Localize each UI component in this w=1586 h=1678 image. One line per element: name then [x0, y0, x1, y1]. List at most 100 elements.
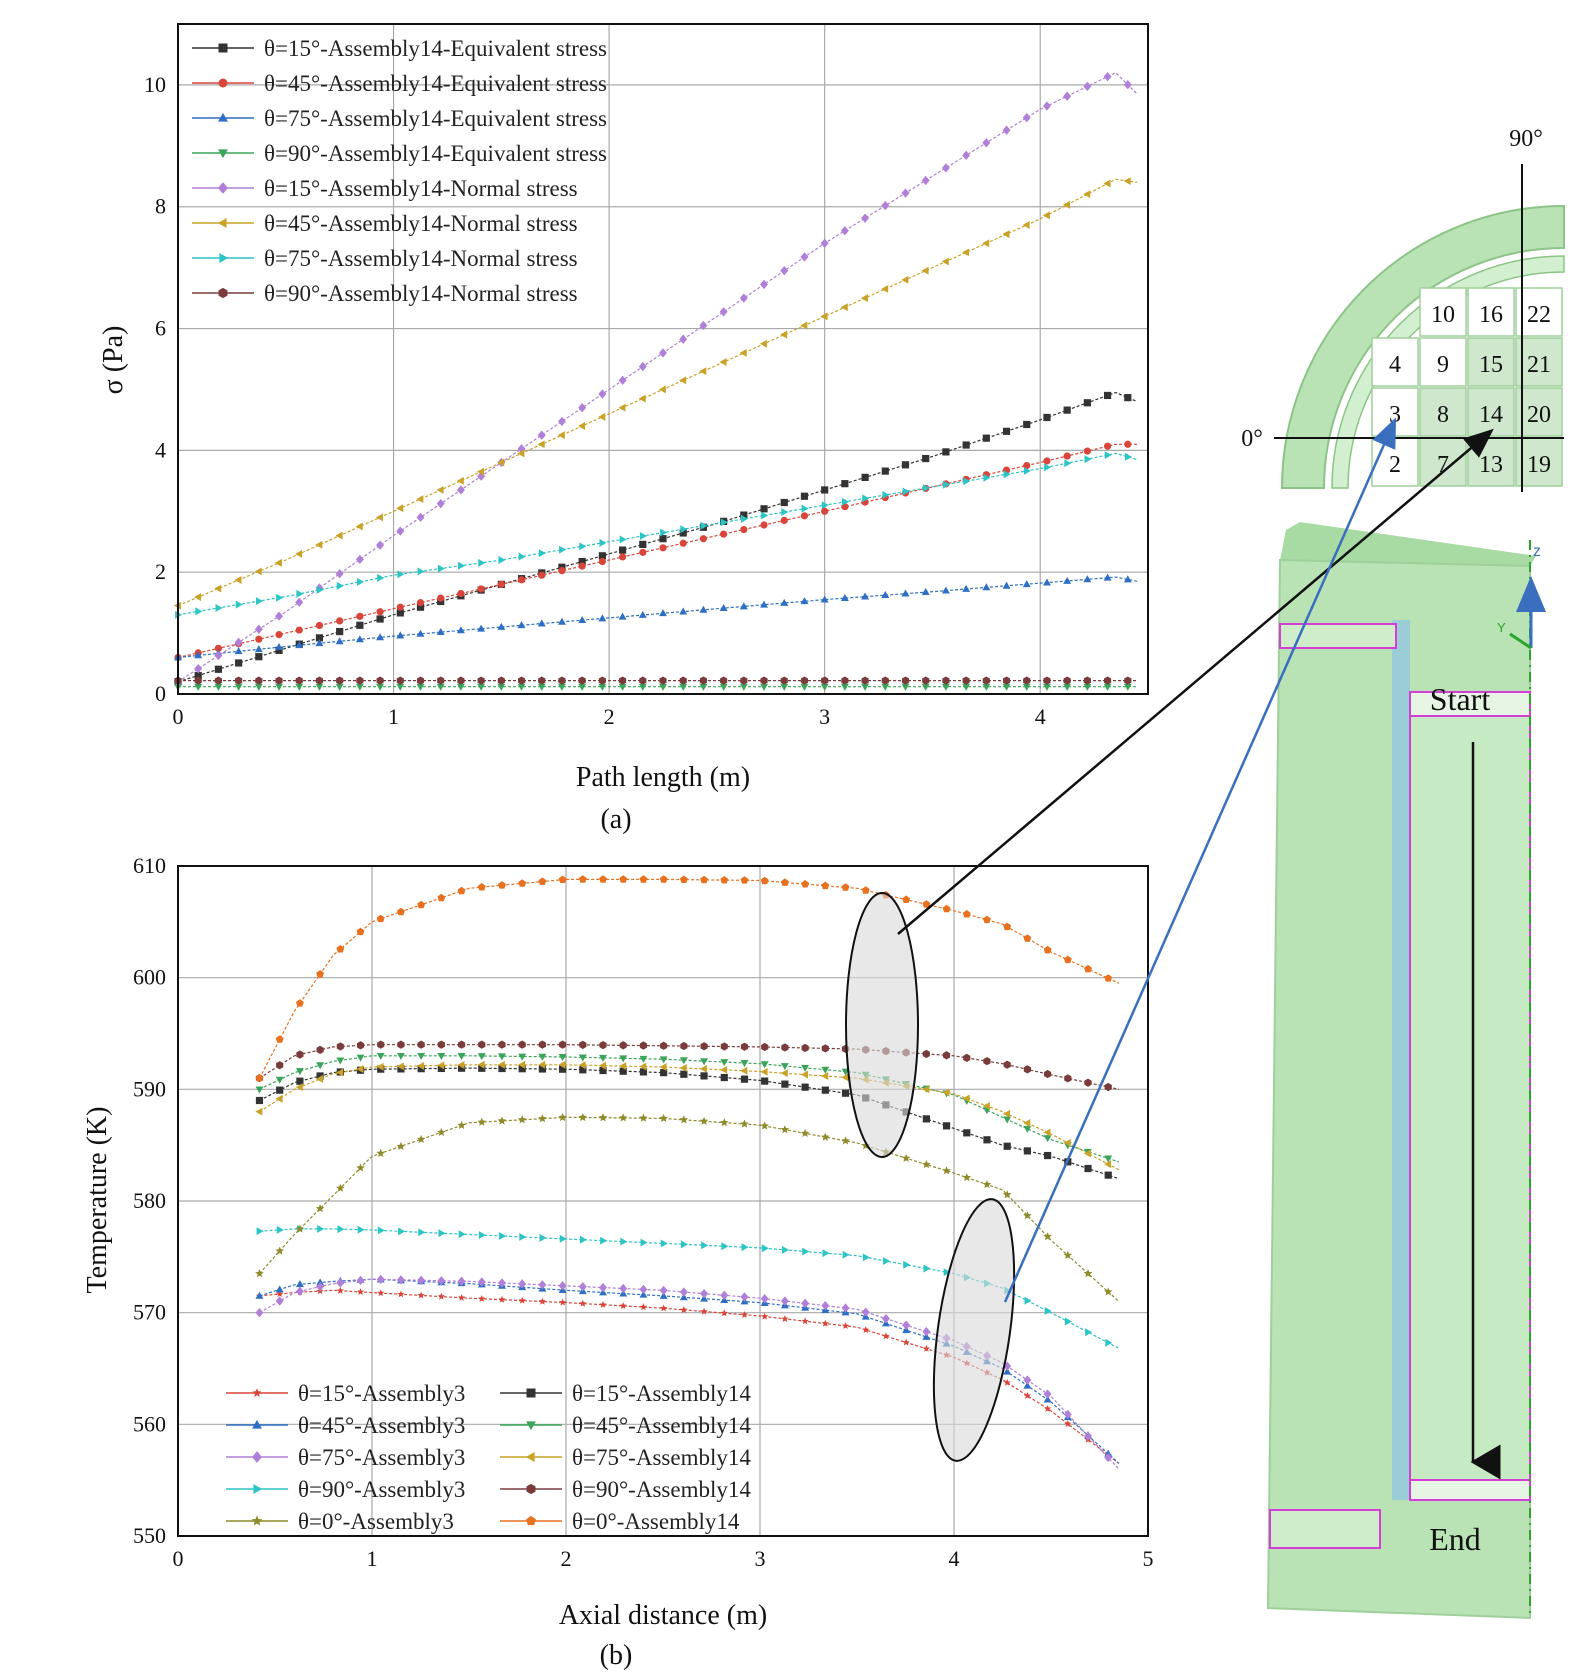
panel-b-data-point	[518, 1296, 526, 1304]
panel-b-data-point	[276, 1061, 284, 1070]
panel-a-data-point	[660, 528, 668, 537]
panel-a-data-point	[255, 653, 263, 661]
panel-b-data-point	[982, 1101, 990, 1110]
panel-a-data-point	[336, 676, 344, 685]
panel-a-data-point	[194, 671, 202, 680]
panel-b-data-point	[780, 1296, 789, 1306]
panel-a-data-point	[1023, 676, 1031, 685]
panel-b-data-point	[922, 1085, 930, 1094]
panel-b-data-point	[538, 877, 547, 885]
panel-a-data-point	[679, 539, 687, 547]
panel-b-data-point	[1044, 1404, 1052, 1412]
panel-b-data-point	[497, 1116, 507, 1125]
panel-a-data-point	[840, 226, 849, 236]
panel-a-data-point	[437, 594, 445, 602]
panel-b-data-point	[659, 1291, 668, 1299]
panel-b-data-point	[700, 1072, 708, 1080]
panel-a-ytick-label: 0	[155, 681, 166, 706]
panel-b-legend-marker	[253, 1484, 263, 1494]
panel-a-data-point	[234, 647, 243, 655]
panel-b-data-point	[619, 1067, 627, 1075]
assembly-cell-label: 21	[1527, 352, 1551, 378]
panel-b-data-point	[499, 1232, 507, 1240]
panel-b-data-point	[883, 1257, 891, 1266]
panel-b-data-point	[1084, 1431, 1092, 1441]
panel-b-legend-label: θ=75°-Assembly3	[298, 1445, 465, 1470]
panel-a-data-point	[699, 320, 708, 331]
panel-b-data-point	[659, 875, 668, 883]
panel-a-legend-label: θ=45°-Assembly14-Normal stress	[264, 211, 578, 236]
panel-b-data-point	[740, 1066, 748, 1075]
panel-a-data-point	[800, 512, 809, 520]
panel-b-data-point	[356, 1288, 365, 1295]
panel-a-data-point	[214, 650, 223, 661]
panel-b-data-point	[417, 900, 426, 909]
panel-a-data-point	[618, 676, 627, 685]
panel-b-data-point	[457, 1060, 465, 1069]
panel-a-data-point	[335, 531, 343, 540]
panel-b-data-point	[337, 1225, 345, 1234]
panel-a-data-point	[275, 611, 284, 621]
panel-b-data-point	[418, 1228, 426, 1237]
panel-a-data-point	[780, 676, 788, 685]
panel-b-data-point	[1043, 1135, 1052, 1143]
panel-b-data-point	[781, 1080, 789, 1088]
panel-b-data-point	[396, 1062, 404, 1071]
panel-a-xtick-label: 0	[173, 704, 184, 729]
panel-a-data-point	[841, 497, 850, 506]
panel-b-data-point	[1063, 1409, 1072, 1420]
block-top-slot	[1279, 623, 1397, 649]
panel-b-data-point	[679, 1287, 688, 1297]
panel-a-legend-label: θ=15°-Assembly14-Equivalent stress	[264, 36, 607, 61]
panel-a-data-point	[1103, 71, 1112, 82]
panel-a-data-point	[679, 376, 687, 385]
panel-b-legend-label: θ=45°-Assembly14	[572, 1413, 751, 1438]
panel-b-data-point	[821, 1319, 829, 1327]
panel-b-data-point	[1064, 1317, 1072, 1326]
panel-a-ytick-label: 8	[155, 194, 166, 219]
panel-a-data-point	[396, 603, 404, 611]
panel-b-data-point	[660, 1041, 668, 1050]
panel-a-data-point	[335, 683, 344, 691]
panel-b-data-point	[457, 1064, 466, 1072]
panel-a-data-point	[659, 348, 667, 358]
panel-b-data-point	[841, 1322, 850, 1329]
panel-b-data-point	[639, 1041, 648, 1050]
panel-a-data-point	[760, 600, 769, 608]
panel-a-data-point	[254, 683, 263, 691]
panel-a-series	[173, 71, 1138, 691]
axis-z-label: z	[1533, 543, 1541, 560]
panel-b-data-point	[861, 1307, 870, 1317]
panel-b-legend-marker	[252, 1419, 262, 1429]
panel-a-data-point	[901, 589, 910, 597]
panel-a-data-point	[982, 583, 991, 591]
panel-a-data-point	[194, 676, 202, 685]
panel-b-legend-item: θ=45°-Assembly14	[500, 1413, 751, 1438]
panel-a-data-point	[1123, 80, 1132, 90]
panel-a-xtick-label: 1	[388, 704, 399, 729]
panel-a-data-point	[315, 540, 323, 549]
panel-b-data-point	[518, 1040, 526, 1049]
panel-a-data-point	[861, 592, 870, 600]
panel-b-data-point	[922, 1326, 931, 1337]
panel-a-data-point	[659, 683, 667, 691]
panel-b-data-point	[315, 1204, 325, 1213]
panel-a-data-point	[274, 558, 282, 567]
panel-b-legend-label: θ=15°-Assembly14	[572, 1381, 751, 1406]
panel-b-data-point	[639, 1055, 648, 1063]
panel-a-data-point	[376, 615, 384, 623]
panel-a-data-point	[598, 552, 606, 560]
panel-a-data-point	[376, 540, 385, 550]
panel-a-data-point	[800, 676, 809, 685]
panel-a-data-point	[679, 529, 687, 537]
assembly-cell	[1515, 287, 1563, 337]
panel-a-data-point	[396, 609, 404, 617]
panel-a-data-point	[1063, 200, 1071, 209]
panel-a-data-point	[537, 619, 546, 627]
panel-b-data-point	[700, 1058, 709, 1066]
panel-b-data-point	[1023, 1375, 1032, 1385]
panel-a-data-point	[800, 252, 809, 262]
panel-a-data-point	[699, 367, 707, 376]
panel-a-data-point	[638, 610, 647, 618]
panel-a-data-point	[922, 484, 930, 493]
